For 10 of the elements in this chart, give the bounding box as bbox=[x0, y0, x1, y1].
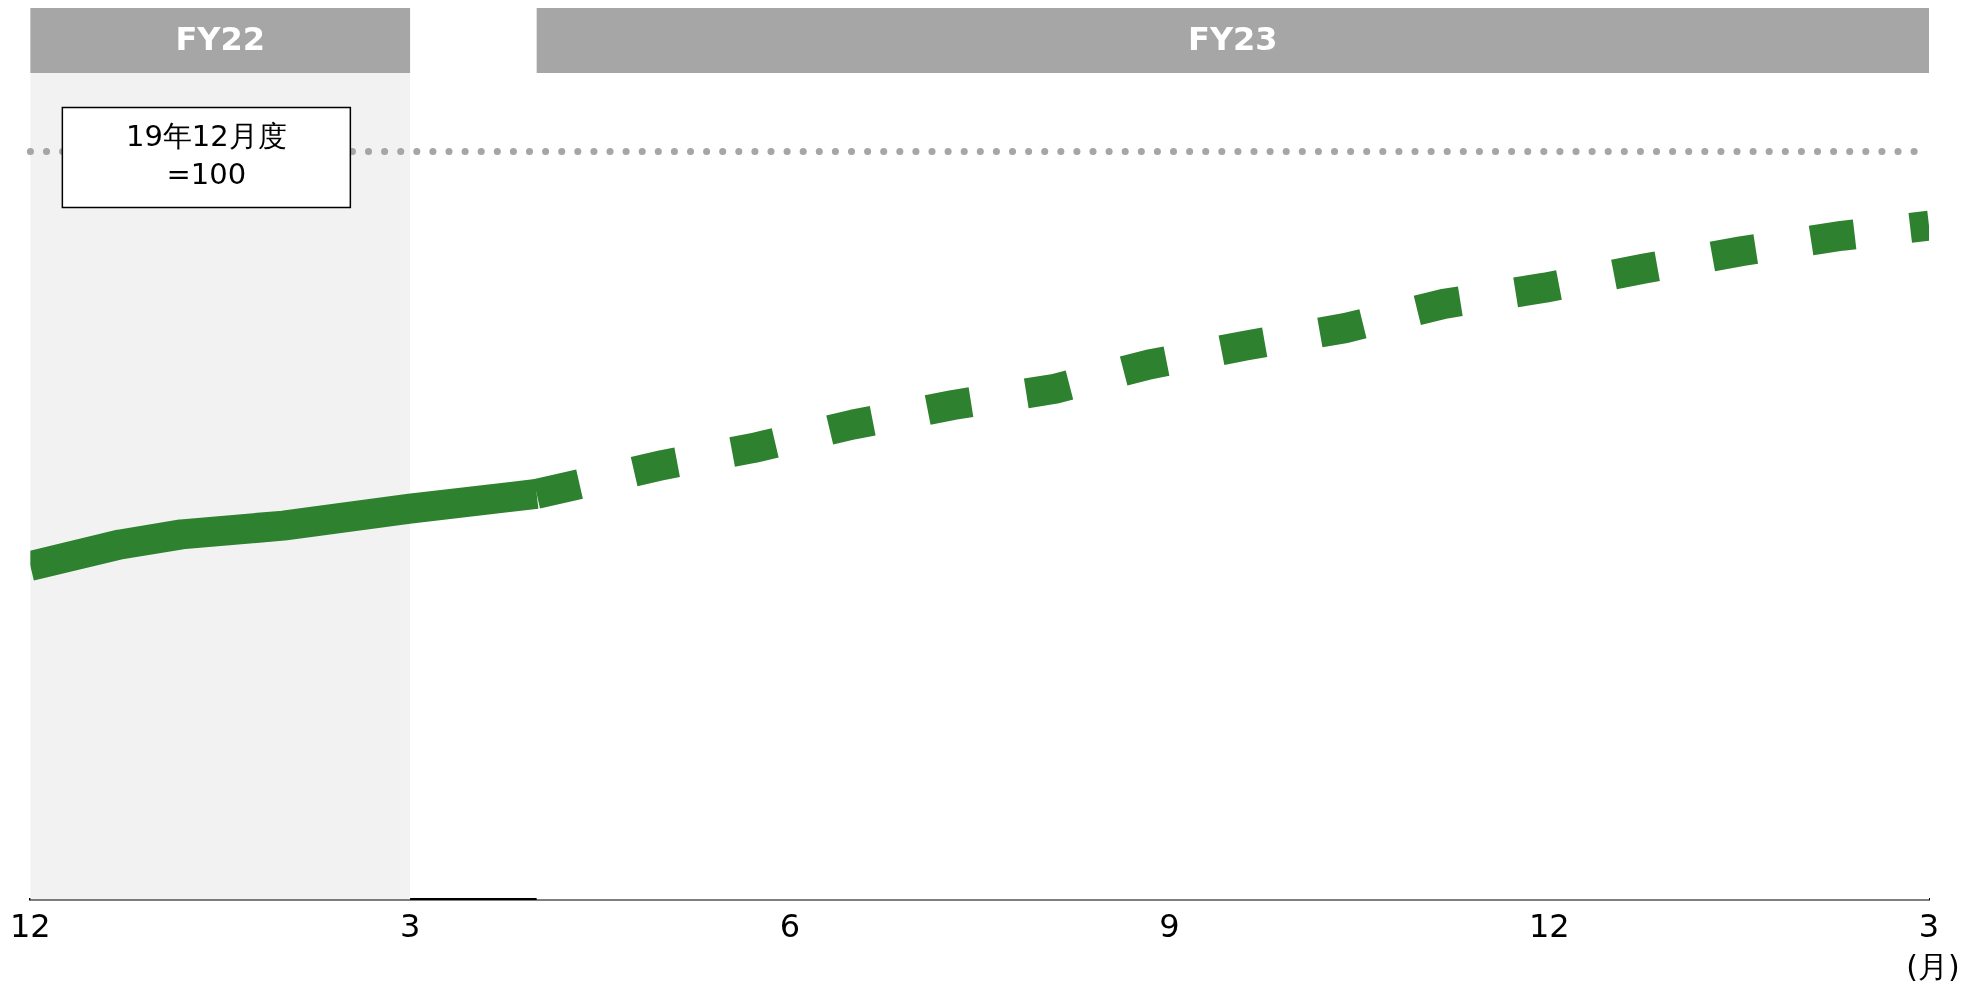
x-tick-label: 12 bbox=[10, 907, 51, 946]
x-tick-label: 6 bbox=[779, 907, 800, 946]
text: 19年12月度 =100 bbox=[125, 119, 287, 192]
band-label: FY22 bbox=[175, 19, 265, 58]
x-tick-label: 12 bbox=[1528, 907, 1570, 946]
x-tick-label: 3 bbox=[1918, 907, 1940, 946]
x-tick-label: 9 bbox=[1159, 907, 1180, 946]
band-label: FY23 bbox=[1188, 19, 1278, 58]
x-tick-label: 3 bbox=[399, 907, 421, 946]
x-axis-title: (月) bbox=[1906, 949, 1960, 985]
